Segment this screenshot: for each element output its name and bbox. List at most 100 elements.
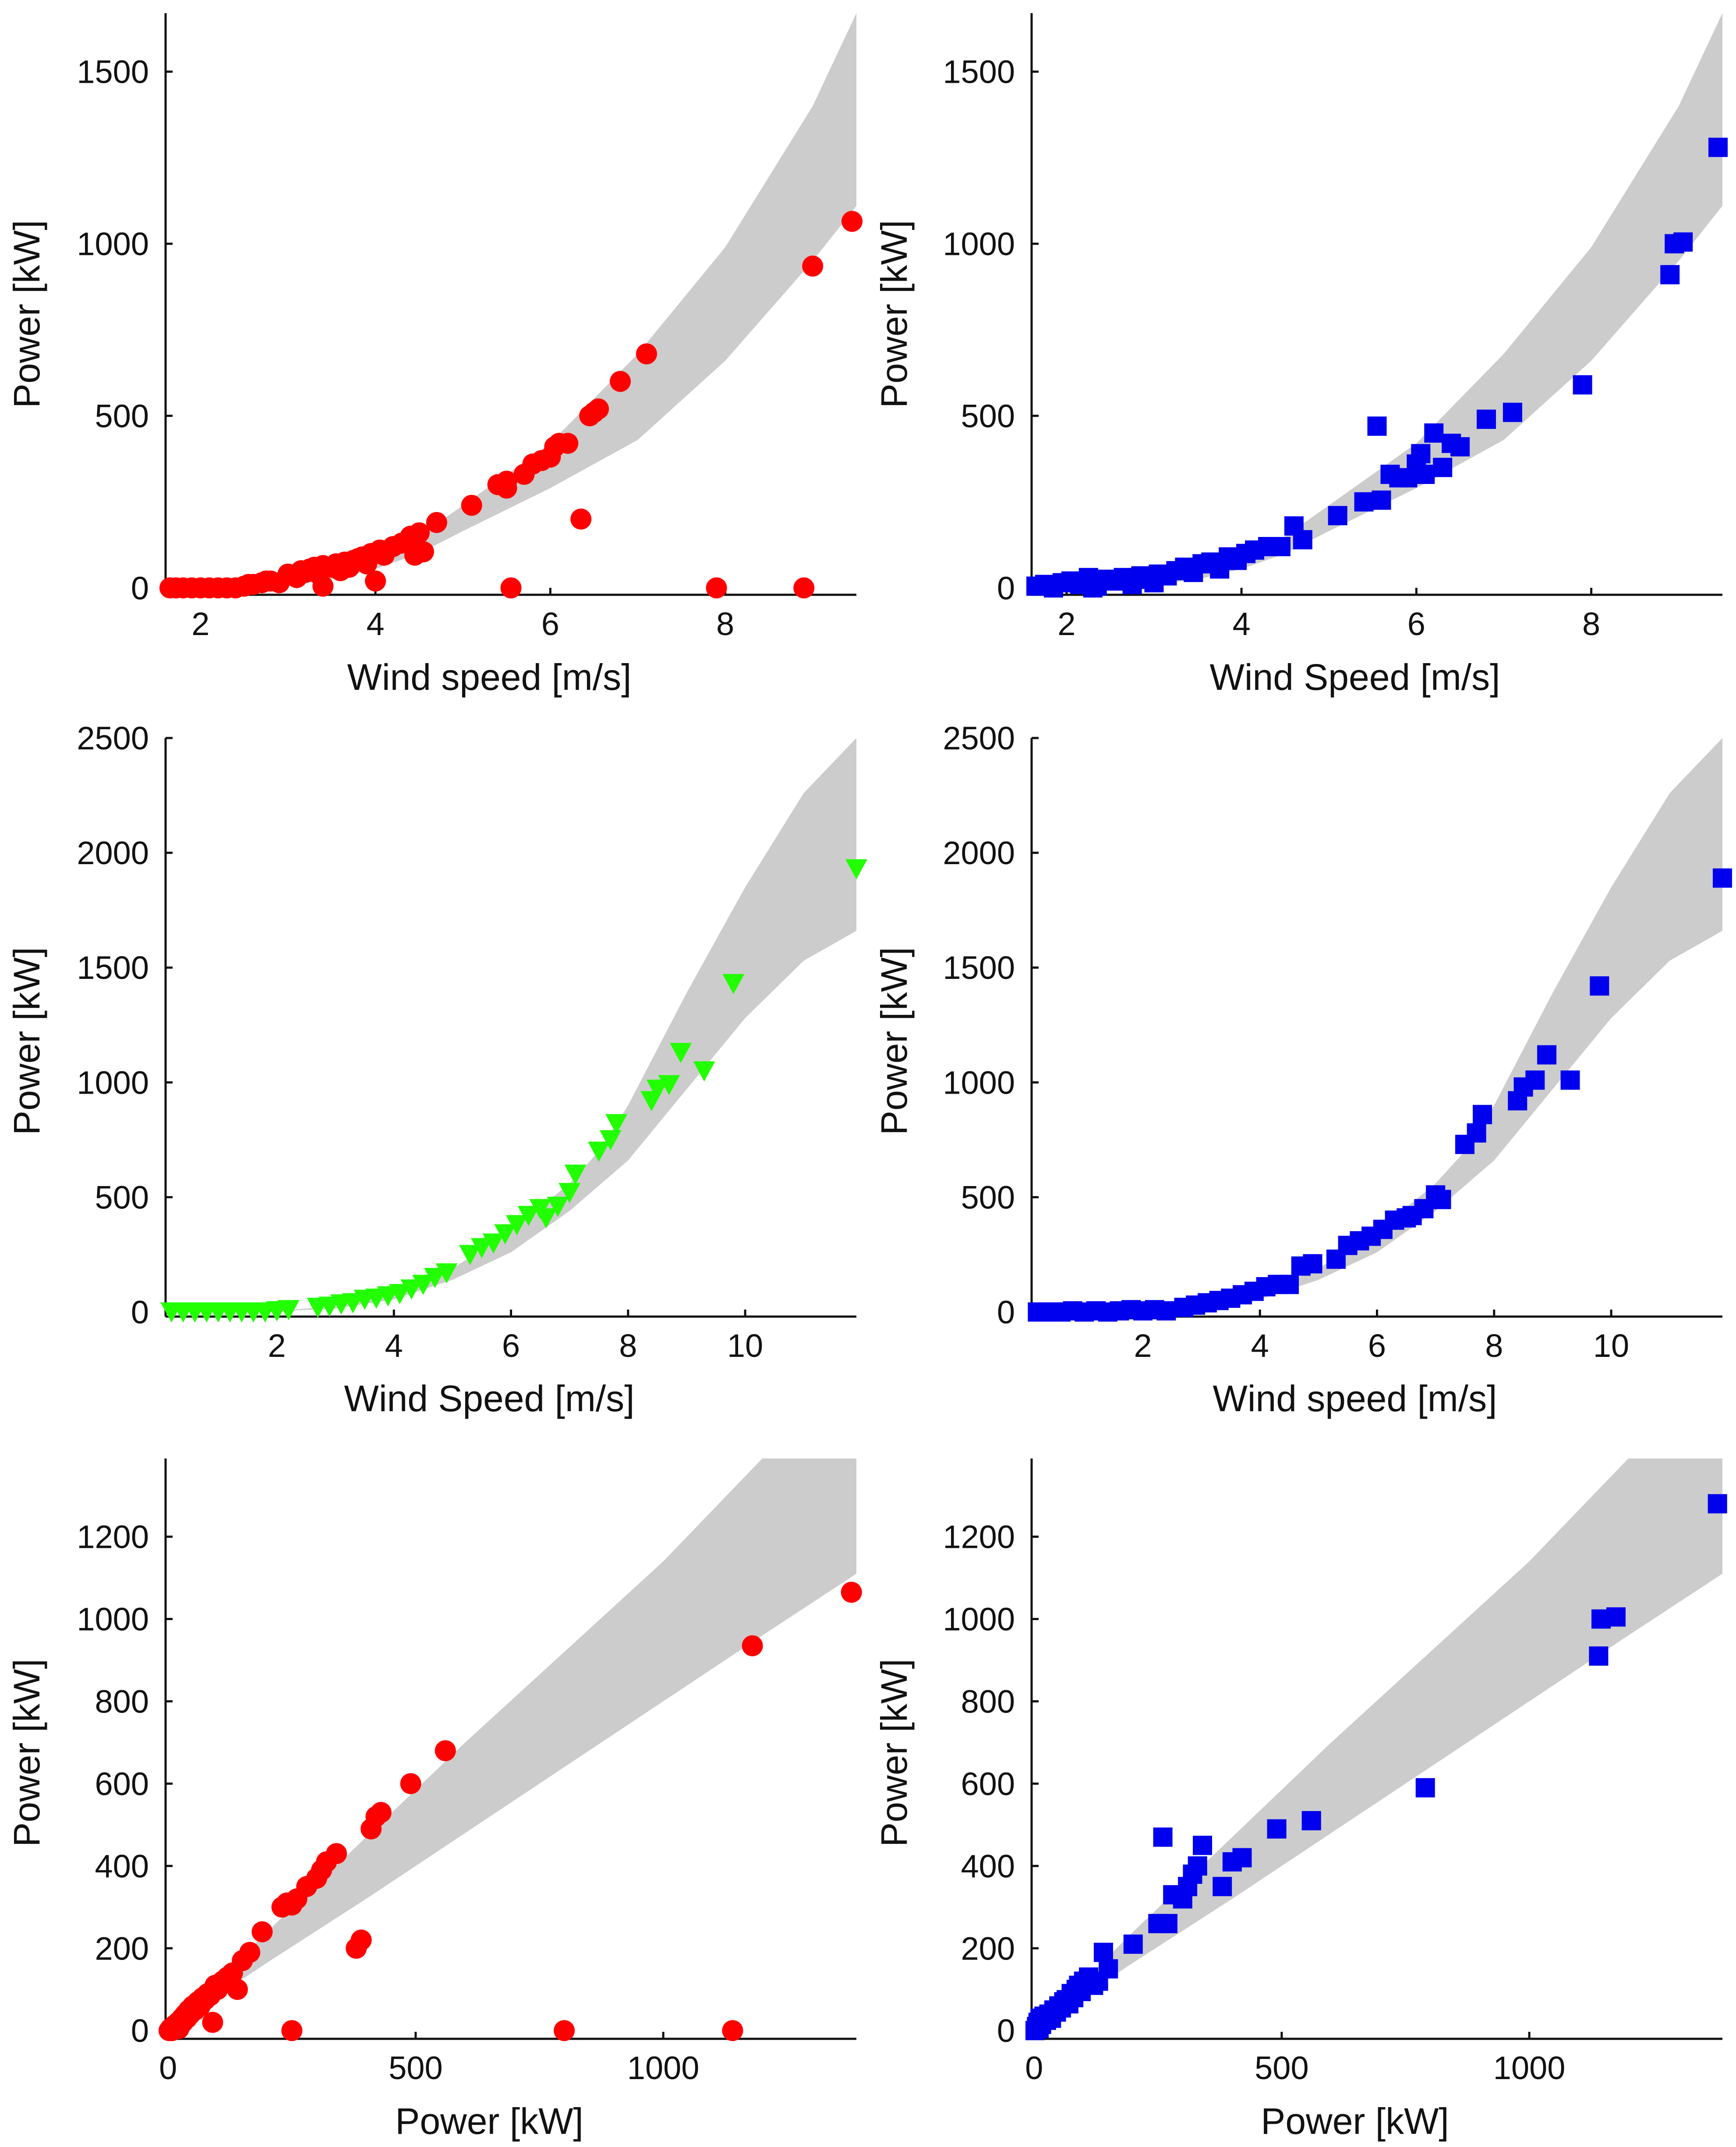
subplot-2-band	[1032, 13, 1722, 588]
subplot-3-xlabel: Wind Speed [m/s]	[344, 1378, 635, 1419]
subplot-1-point	[570, 508, 592, 530]
subplot-1-point	[496, 477, 517, 499]
subplot-5-x-tick-label: 0	[159, 2050, 177, 2086]
subplot-2-point	[1708, 138, 1728, 157]
subplot-3-point	[646, 1080, 668, 1100]
subplot-4-y-tick-label: 2500	[943, 720, 1015, 756]
subplot-6-y-tick-label: 800	[961, 1683, 1015, 1720]
subplot-2-point	[1411, 444, 1431, 463]
subplot-4-y-tick-label: 500	[961, 1179, 1015, 1215]
subplot-6-point	[1708, 1494, 1727, 1514]
subplot-3-point	[670, 1043, 692, 1063]
subplot-5-point	[435, 1740, 456, 1762]
subplot-6-point	[1093, 1942, 1113, 1962]
subplot-3-x-tick-label: 2	[268, 1328, 286, 1364]
subplot-5-point	[239, 1942, 261, 1963]
subplot-3-point	[535, 1208, 557, 1229]
subplot-5-y-tick-label: 0	[131, 2013, 149, 2049]
subplot-4-point	[1280, 1275, 1299, 1294]
subplot-1-xlabel: Wind speed [m/s]	[347, 657, 632, 698]
subplot-6-point	[1301, 1811, 1321, 1830]
subplot-1-ylabel: Power [kW]	[6, 220, 47, 408]
subplot-3-band	[166, 738, 856, 1312]
subplot-1-point	[610, 371, 631, 392]
subplot-5-xlabel: Power [kW]	[395, 2101, 583, 2142]
subplot-4-band	[1032, 738, 1722, 1312]
subplot-2-point	[1424, 423, 1444, 443]
subplot-6-point	[1232, 1848, 1252, 1868]
subplot-3-point	[482, 1233, 505, 1254]
subplot-1-point	[557, 433, 579, 454]
subplot-6-point	[1153, 1827, 1173, 1847]
subplot-2-point	[1367, 416, 1387, 436]
subplot-5-point	[326, 1843, 347, 1864]
subplot-1-y-tick-label: 1000	[77, 226, 149, 262]
subplot-4-point	[1537, 1045, 1557, 1065]
subplot-1-point	[408, 522, 430, 544]
subplot-3-point	[424, 1268, 446, 1288]
subplot-5-point	[202, 2012, 223, 2033]
subplot-3-point	[599, 1130, 622, 1151]
subplot-1-wind-speed-red: Wind speed [m/s] Power [kW] 2 4 6 8 0 500 1000…	[6, 13, 863, 698]
subplot-2-x-tick-label: 8	[1582, 606, 1600, 642]
subplot-1-point	[426, 512, 447, 533]
subplot-5-y-tick-label: 800	[95, 1683, 149, 1720]
subplot-2-point	[1415, 464, 1435, 484]
subplot-3-point	[517, 1206, 540, 1226]
subplot-5-y-tick-label: 600	[95, 1766, 149, 1802]
subplot-4-y-tick-label: 1500	[943, 950, 1015, 986]
subplot-5-point	[226, 1979, 248, 2000]
subplot-4-point	[1467, 1123, 1486, 1143]
subplot-6-y-tick-label: 400	[961, 1848, 1015, 1884]
subplot-1-point	[365, 570, 386, 592]
subplot-2-y-tick-label: 1500	[943, 54, 1015, 90]
subplot-6-y-tick-label: 0	[997, 2013, 1015, 2049]
subplot-2-point	[1144, 573, 1164, 593]
subplot-1-point	[500, 577, 522, 599]
subplot-4-point	[1590, 976, 1609, 996]
subplot-2-xlabel: Wind Speed [m/s]	[1210, 657, 1500, 698]
subplot-3-y-tick-label: 2000	[77, 835, 149, 871]
subplot-2-wind-speed-blue: Wind Speed [m/s] Power [kW] 2 4 6 8 0 500 1000…	[873, 13, 1728, 698]
subplot-3-point	[435, 1263, 458, 1284]
subplot-4-point	[1303, 1254, 1322, 1274]
subplot-3-point	[506, 1215, 528, 1236]
subplot-2-y-tick-label: 0	[997, 570, 1015, 606]
subplot-3-y-tick-label: 1500	[77, 950, 149, 986]
subplot-3-point	[693, 1061, 715, 1082]
subplot-3-x-tick-label: 10	[727, 1328, 763, 1364]
subplot-3-point	[605, 1114, 628, 1134]
subplot-2-x-tick-label: 4	[1233, 606, 1251, 642]
subplot-5-x-tick-label: 1000	[627, 2050, 700, 2086]
subplot-3-point	[845, 859, 867, 879]
subplot-1-x-tick-label: 6	[541, 606, 559, 642]
subplot-6-point	[1213, 1877, 1232, 1896]
subplot-2-point	[1477, 410, 1496, 429]
subplot-6-point	[1158, 1914, 1177, 1933]
subplot-4-x-tick-label: 2	[1134, 1328, 1152, 1364]
subplot-6-y-tick-label: 200	[961, 1930, 1015, 1967]
subplot-4-wind-speed-blue: Wind speed [m/s] Power [kW] 2 4 6 8 10 0 500 10…	[873, 720, 1732, 1419]
subplot-3-wind-speed-green: Wind Speed [m/s] Power [kW] 2 4 6 8 10 0 500 10…	[6, 720, 867, 1419]
subplot-6-point	[1267, 1819, 1287, 1839]
subplot-2-y-tick-label: 1000	[943, 226, 1015, 262]
subplot-6-point	[1099, 1959, 1118, 1979]
subplot-1-point	[588, 398, 609, 420]
subplot-2-point	[1660, 265, 1680, 285]
subplot-4-point	[1713, 868, 1732, 888]
subplot-3-x-tick-label: 4	[385, 1328, 403, 1364]
subplot-6-y-tick-label: 600	[961, 1766, 1015, 1802]
subplot-1-y-tick-label: 500	[95, 398, 149, 434]
subplot-2-point	[1271, 537, 1291, 556]
subplot-5-y-tick-label: 1000	[77, 1601, 149, 1637]
subplot-2-point	[1372, 490, 1391, 510]
subplot-2-point	[1503, 403, 1522, 422]
subplot-3-ylabel: Power [kW]	[6, 947, 47, 1135]
subplot-5-point	[350, 1929, 372, 1951]
subplot-3-y-tick-label: 1000	[77, 1064, 149, 1101]
subplot-1-point	[413, 541, 434, 562]
subplot-4-x-tick-label: 6	[1368, 1328, 1386, 1364]
subplot-2-point	[1083, 578, 1103, 598]
subplot-5-point	[722, 2020, 743, 2041]
